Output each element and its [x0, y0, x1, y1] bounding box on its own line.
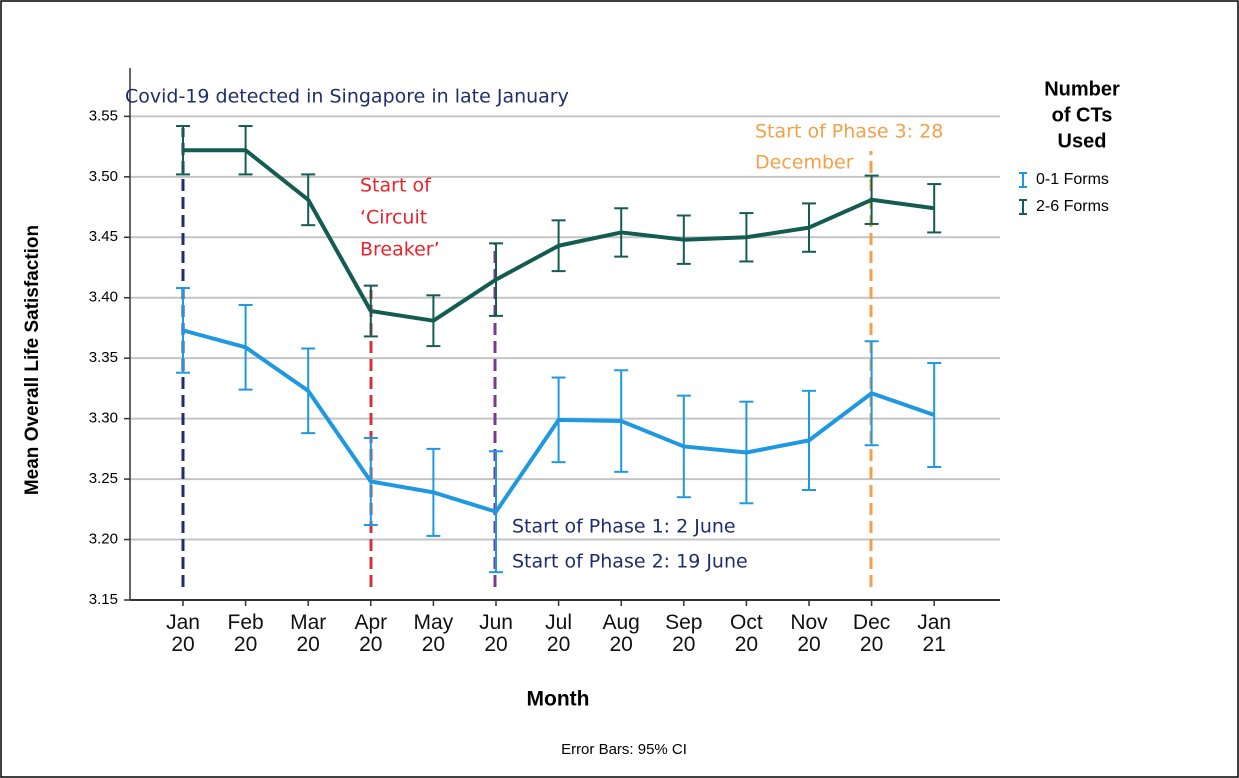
annotation: ‘Circuit: [360, 207, 427, 229]
error-bar: [927, 362, 942, 468]
x-tick-label: Oct 20: [730, 611, 763, 656]
x-tick-label: Jan 21: [917, 611, 952, 656]
error-bar: [426, 294, 441, 348]
error-bar: [614, 369, 629, 473]
error-bar: [238, 303, 253, 391]
x-tick-label: May 20: [413, 611, 454, 656]
error-bar: [363, 436, 378, 527]
annotation: Start of Phase 1: 2 June: [512, 516, 736, 538]
legend-title: Used: [1058, 130, 1107, 152]
y-tick-label: 3.15: [89, 591, 118, 608]
error-bar: [489, 450, 503, 574]
error-bar: [864, 340, 879, 447]
y-tick-label: 3.55: [89, 107, 118, 124]
error-bar: [363, 284, 378, 338]
x-tick-label: Jul 20: [545, 611, 573, 656]
error-bar: [676, 214, 691, 265]
error-bar: [676, 394, 691, 499]
legend-label: 0-1 Forms: [1036, 171, 1109, 188]
error-bar: [489, 242, 503, 317]
error-bar: [176, 287, 190, 374]
error-bar: [301, 347, 316, 435]
error-bar: [426, 447, 441, 537]
error-bar: [301, 173, 316, 227]
error-bar: [739, 400, 754, 505]
x-tick-label: Apr 20: [354, 611, 388, 656]
legend-symbol: [1019, 172, 1027, 188]
y-tick-label: 3.30: [89, 410, 118, 427]
error-bar: [864, 174, 879, 225]
x-tick-label: Sep 20: [665, 611, 703, 656]
annotation: Start of Phase 3: 28: [755, 121, 943, 143]
footnote: Error Bars: 95% CI: [561, 741, 687, 758]
error-bar: [614, 207, 629, 258]
x-tick-label: Jan 20: [166, 611, 200, 656]
error-bar: [176, 125, 190, 176]
annotation: Start of Phase 2: 19 June: [512, 551, 748, 573]
y-tick-label: 3.45: [89, 228, 118, 245]
annotation: Covid-19 detected in Singapore in late J…: [125, 86, 569, 108]
error-bar: [551, 219, 566, 273]
y-tick-label: 3.50: [89, 168, 118, 185]
x-tick-label: Jun 20: [479, 611, 513, 656]
error-bar: [927, 183, 942, 234]
x-tick-label: Dec 20: [852, 611, 891, 656]
x-tick-label: Mar 20: [290, 611, 327, 656]
error-bar: [739, 212, 754, 263]
x-tick-label: Aug 20: [602, 611, 640, 656]
error-bar: [551, 376, 566, 464]
error-bar: [802, 389, 816, 491]
x-tick-label: Nov 20: [790, 611, 828, 656]
annotation: Start of: [360, 175, 432, 197]
error-bar: [802, 202, 816, 253]
x-axis-label: Month: [527, 688, 590, 711]
y-axis-label: Mean Overall Life Satisfaction: [22, 225, 43, 495]
x-tick-label: Feb 20: [227, 611, 264, 656]
y-tick-label: 3.40: [89, 289, 118, 306]
y-tick-label: 3.25: [89, 470, 118, 487]
annotation: Breaker’: [360, 239, 440, 261]
legend-title: of CTs: [1052, 104, 1113, 126]
legend-symbol: [1019, 199, 1027, 215]
annotation: December: [755, 152, 854, 174]
legend-title: Number: [1044, 78, 1120, 100]
legend-label: 2-6 Forms: [1036, 198, 1109, 215]
error-bar: [238, 125, 253, 176]
y-tick-label: 3.20: [89, 531, 118, 548]
y-tick-label: 3.35: [89, 349, 118, 366]
